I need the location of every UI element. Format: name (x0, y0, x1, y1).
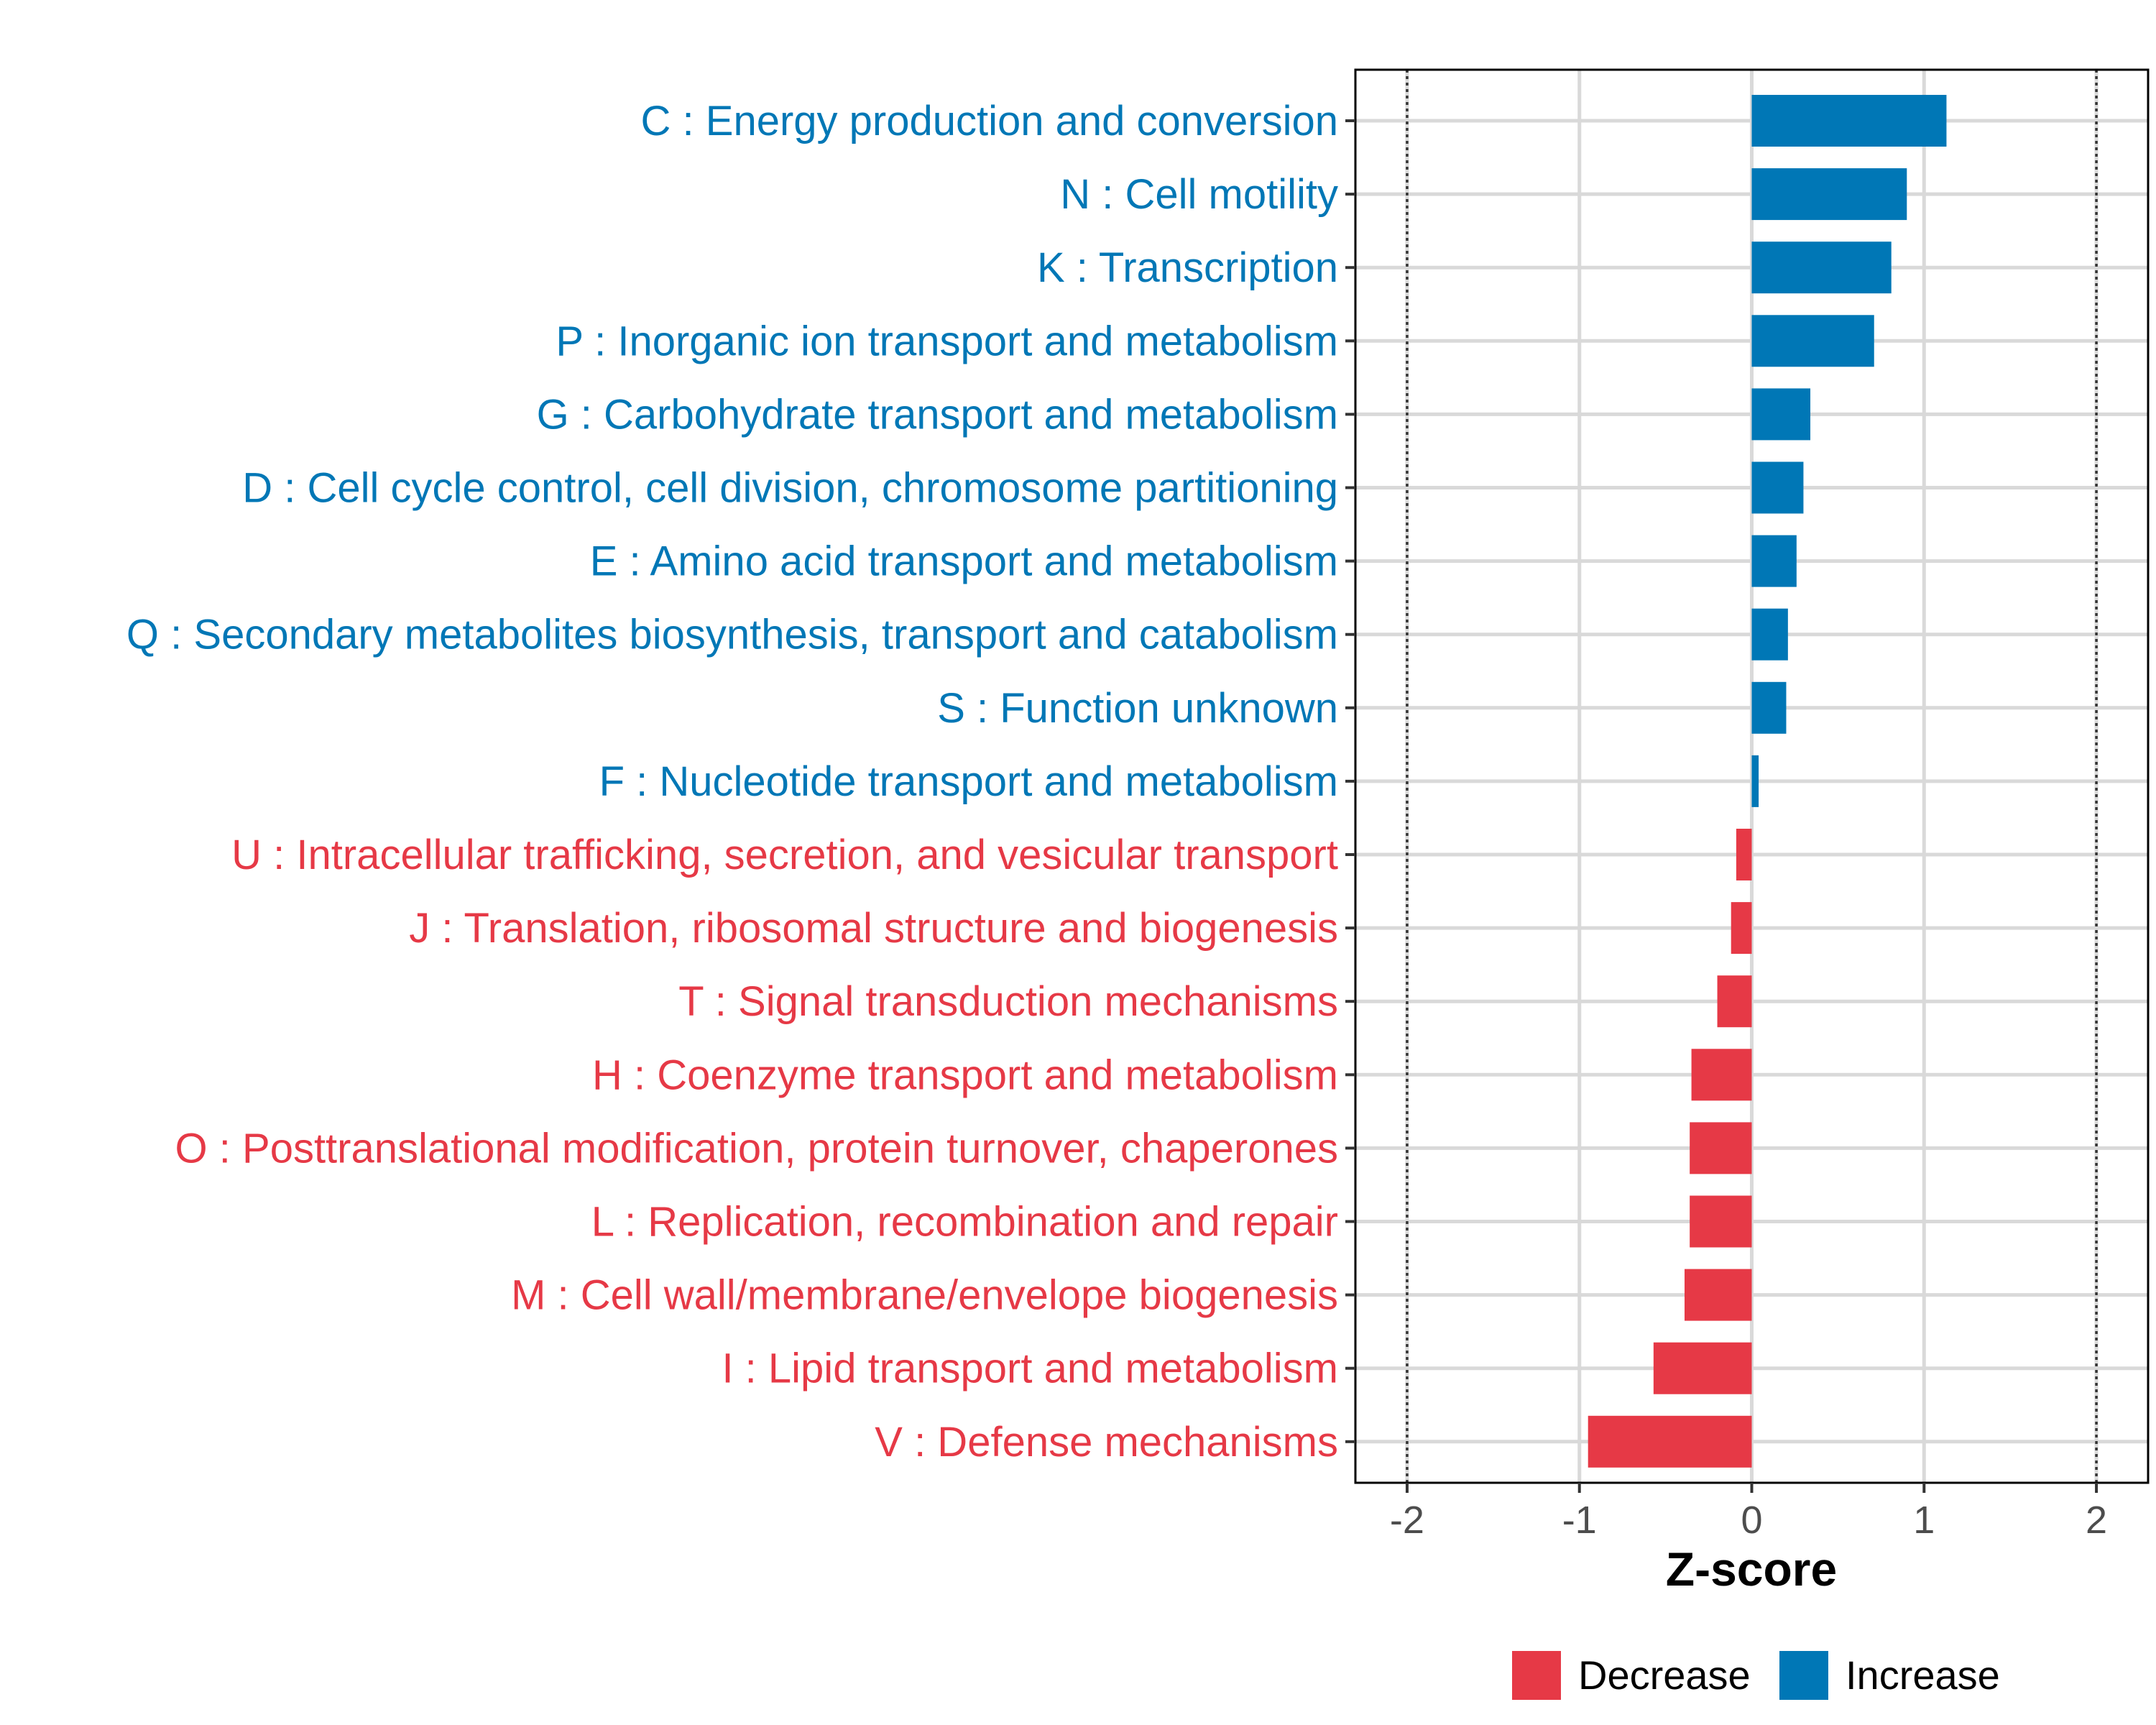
y-axis-ticks (1345, 119, 1355, 1443)
x-tick-label: 2 (2086, 1499, 2107, 1542)
legend-swatch (1512, 1651, 1561, 1700)
bar (1717, 975, 1752, 1028)
bar (1684, 1269, 1752, 1321)
reference-lines (1406, 70, 2098, 1483)
category-label: O : Posttranslational modification, prot… (175, 1125, 1338, 1172)
category-label: K : Transcription (1037, 244, 1338, 291)
category-label: E : Amino acid transport and metabolism (590, 538, 1338, 585)
legend-label: Decrease (1578, 1652, 1751, 1698)
x-tick-label: -2 (1390, 1499, 1424, 1542)
category-label: U : Intracellular trafficking, secretion… (231, 832, 1338, 878)
bar (1751, 461, 1804, 514)
category-label: F : Nucleotide transport and metabolism (599, 758, 1338, 805)
x-tick-label: -1 (1562, 1499, 1597, 1542)
bar (1751, 535, 1797, 587)
category-label: V : Defense mechanisms (875, 1419, 1338, 1466)
bar (1751, 168, 1907, 221)
bar (1751, 388, 1811, 441)
category-label: D : Cell cycle control, cell division, c… (242, 465, 1338, 512)
bar (1653, 1342, 1752, 1394)
category-label: C : Energy production and conversion (641, 98, 1338, 144)
category-label: J : Translation, ribosomal structure and… (409, 905, 1338, 952)
bar (1751, 681, 1787, 734)
bar (1751, 315, 1874, 367)
bar (1691, 1049, 1752, 1101)
bar (1588, 1415, 1752, 1468)
category-label: M : Cell wall/membrane/envelope biogenes… (511, 1272, 1338, 1319)
category-label: N : Cell motility (1060, 171, 1338, 218)
category-label: S : Function unknown (937, 685, 1338, 732)
category-label: T : Signal transduction mechanisms (678, 978, 1338, 1025)
category-label: L : Replication, recombination and repai… (591, 1199, 1338, 1246)
category-label: G : Carbohydrate transport and metabolis… (537, 391, 1338, 438)
x-tick-labels: -2 -1 0 1 2 (1390, 1499, 2107, 1542)
x-tick-label: 0 (1741, 1499, 1762, 1542)
legend-label: Increase (1846, 1652, 2000, 1698)
category-label: I : Lipid transport and metabolism (722, 1346, 1338, 1392)
category-label: H : Coenzyme transport and metabolism (592, 1052, 1338, 1098)
category-labels: C : Energy production and conversion N : … (126, 98, 1338, 1466)
bar (1690, 1195, 1752, 1248)
bar (1731, 902, 1752, 954)
category-label: P : Inorganic ion transport and metaboli… (556, 318, 1338, 364)
bar (1751, 242, 1892, 294)
legend: Decrease Increase (1512, 1651, 2000, 1700)
bar (1690, 1122, 1752, 1174)
category-label: Q : Secondary metabolites biosynthesis, … (126, 612, 1338, 658)
x-axis-title: Z-score (1666, 1542, 1837, 1596)
x-axis-ticks (1405, 1483, 2099, 1493)
bar (1736, 829, 1752, 880)
x-tick-label: 1 (1913, 1499, 1935, 1542)
legend-swatch (1779, 1651, 1828, 1700)
bar (1751, 755, 1759, 807)
bars (1588, 95, 1947, 1468)
bar (1751, 95, 1947, 147)
bar (1751, 608, 1788, 661)
